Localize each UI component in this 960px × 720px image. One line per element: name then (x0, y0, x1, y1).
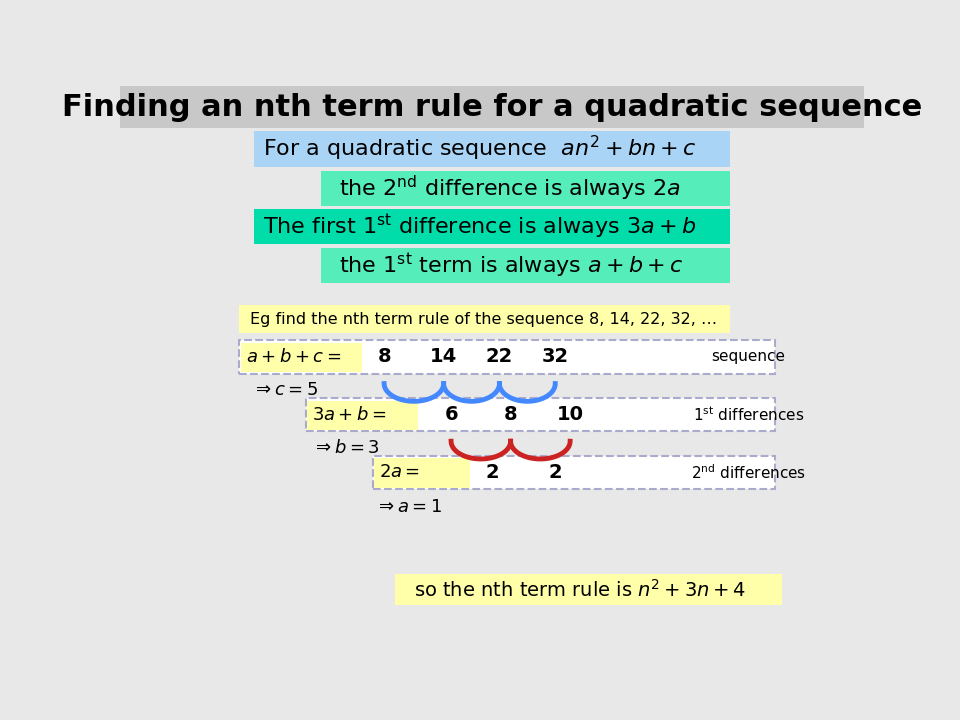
Text: The first 1$^{\mathregular{st}}$ difference is always $3a + b$: The first 1$^{\mathregular{st}}$ differe… (263, 212, 696, 241)
Text: Eg find the nth term rule of the sequence 8, 14, 22, 32, …: Eg find the nth term rule of the sequenc… (251, 312, 717, 327)
Text: 8: 8 (377, 348, 391, 366)
Text: 14: 14 (430, 348, 457, 366)
Text: 2$^{\mathregular{nd}}$ differences: 2$^{\mathregular{nd}}$ differences (691, 463, 806, 482)
Bar (239, 305, 731, 333)
Text: 1$^{\mathregular{st}}$ differences: 1$^{\mathregular{st}}$ differences (693, 405, 804, 424)
Text: $\Rightarrow c=5$: $\Rightarrow c=5$ (252, 381, 319, 399)
Text: 2: 2 (548, 463, 562, 482)
Text: 32: 32 (541, 348, 569, 366)
Bar (239, 341, 775, 374)
Bar (306, 398, 775, 431)
Bar (374, 459, 469, 487)
Bar (307, 401, 418, 430)
Text: 2: 2 (485, 463, 499, 482)
Text: For a quadratic sequence  $an^2 + bn + c$: For a quadratic sequence $an^2 + bn + c$ (263, 134, 697, 163)
Bar (372, 456, 775, 489)
Text: so the nth term rule is $n^2+3n+4$: so the nth term rule is $n^2+3n+4$ (414, 579, 746, 600)
Text: 22: 22 (486, 348, 513, 366)
Text: $\Rightarrow b=3$: $\Rightarrow b=3$ (312, 439, 379, 457)
Bar (253, 210, 731, 244)
Bar (321, 248, 731, 283)
Text: the 1$^{\mathregular{st}}$ term is always $a + b + c$: the 1$^{\mathregular{st}}$ term is alway… (340, 251, 684, 280)
Text: 6: 6 (444, 405, 458, 424)
Bar (253, 131, 731, 167)
Text: 10: 10 (557, 405, 584, 424)
Text: sequence: sequence (711, 349, 785, 364)
Text: $3a+b=$: $3a+b=$ (312, 405, 387, 423)
Text: $a+b+c=$: $a+b+c=$ (247, 348, 342, 366)
Text: Finding an nth term rule for a quadratic sequence: Finding an nth term rule for a quadratic… (61, 93, 923, 122)
Bar (321, 171, 731, 206)
Text: 8: 8 (504, 405, 517, 424)
Text: $\Rightarrow a=1$: $\Rightarrow a=1$ (375, 498, 443, 516)
Text: $2a=$: $2a=$ (379, 463, 420, 481)
Text: the 2$^{\mathregular{nd}}$ difference is always $2a$: the 2$^{\mathregular{nd}}$ difference is… (340, 174, 681, 203)
Bar (120, 86, 864, 128)
Bar (396, 575, 782, 605)
Bar (241, 343, 362, 372)
